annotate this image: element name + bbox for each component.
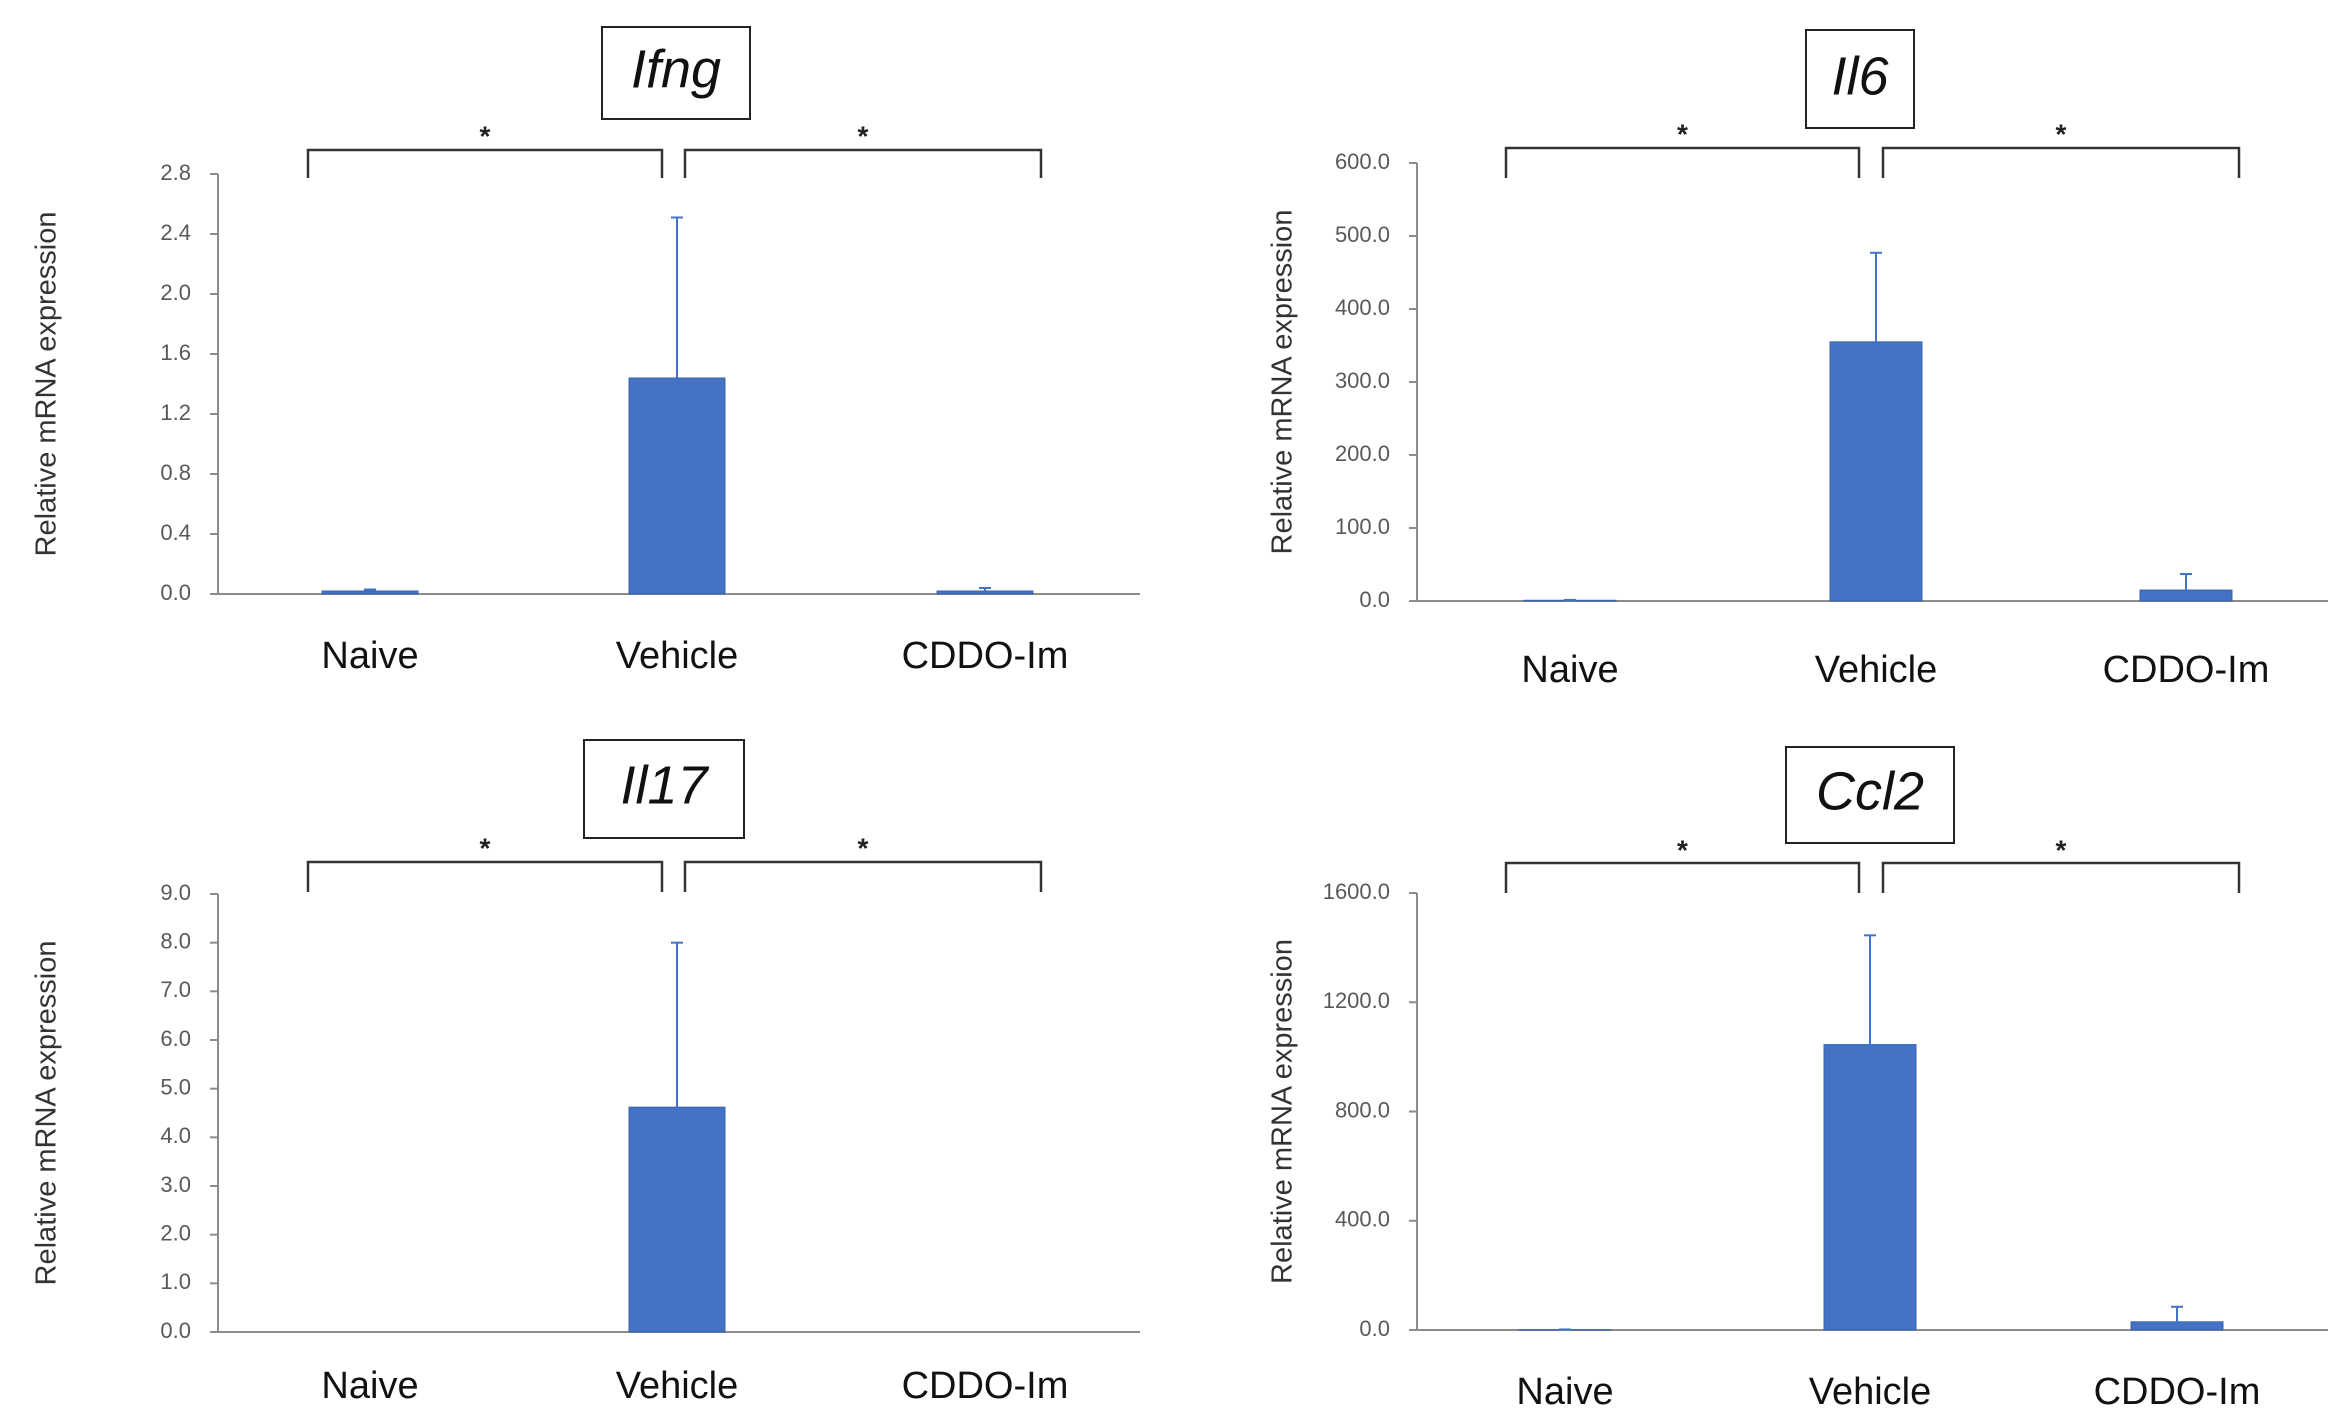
y-tick-label: 4.0 — [160, 1123, 191, 1148]
significance-bracket — [1504, 146, 1861, 178]
y-axis-title: Relative mRNA expression — [31, 212, 63, 557]
y-axis-title: Relative mRNA expression — [1267, 210, 1299, 555]
title-box — [1785, 746, 1955, 844]
chart-panel-ifng: Ifng 0.0 0.4 0.8 1.2 1.6 2.0 2.4 2.8 Relative mRN… — [31, 26, 1140, 677]
y-tick-label: 300.0 — [1335, 368, 1390, 393]
y-tick-label: 7.0 — [160, 977, 191, 1002]
y-axis-title: Relative mRNA expression — [31, 941, 63, 1286]
y-tick-label: 100.0 — [1335, 514, 1390, 539]
significance-asterisk: * — [1677, 834, 1688, 865]
y-tick-label: 800.0 — [1335, 1097, 1390, 1122]
y-tick-label: 600.0 — [1335, 149, 1390, 174]
category-label-naive: Naive — [1521, 649, 1618, 691]
y-tick-label: 8.0 — [160, 928, 191, 953]
y-tick-label: 0.8 — [160, 460, 191, 485]
y-tick-label: 0.4 — [160, 520, 191, 545]
significance-asterisk: * — [480, 120, 491, 151]
chart-title: Ifng — [631, 39, 721, 99]
category-label-vehicle: Vehicle — [1815, 649, 1938, 691]
category-label-vehicle: Vehicle — [616, 1365, 739, 1407]
y-tick-label: 400.0 — [1335, 1207, 1390, 1232]
y-tick-label: 9.0 — [160, 880, 191, 905]
chart-panel-il17: Il17 0.0 1.0 2.0 3.0 4.0 5.0 6.0 7.0 8.0 9.0 Relati… — [31, 739, 1140, 1407]
y-tick-label: 1200.0 — [1323, 988, 1390, 1013]
y-tick-label: 1600.0 — [1323, 879, 1390, 904]
significance-bracket — [306, 148, 664, 178]
bar-naive — [321, 590, 419, 595]
bar-cddo-im — [2130, 1321, 2224, 1331]
significance-bracket — [683, 148, 1043, 178]
significance-asterisk: * — [2056, 118, 2067, 149]
chart-title: Ccl2 — [1816, 761, 1924, 821]
category-label-naive: Naive — [1516, 1371, 1613, 1413]
bar-vehicle — [628, 377, 726, 595]
bar-vehicle — [1823, 1044, 1917, 1331]
category-label-vehicle: Vehicle — [616, 635, 739, 677]
significance-bracket — [1881, 146, 2241, 178]
bar-cddo-im — [2139, 589, 2233, 602]
y-tick-label: 2.8 — [160, 160, 191, 185]
bar-vehicle — [628, 1106, 726, 1333]
chart-panel-ccl2: Ccl2 0.0 400.0 800.0 1200.0 1600.0 Relative mR… — [1267, 746, 2328, 1413]
y-tick-label: 1.6 — [160, 340, 191, 365]
y-tick-label: 1.2 — [160, 400, 191, 425]
bar-vehicle — [1829, 341, 1923, 602]
significance-asterisk: * — [2056, 834, 2067, 865]
y-tick-label: 2.0 — [160, 1220, 191, 1245]
category-label-cddo-im: CDDO-Im — [902, 635, 1069, 677]
y-tick-label: 0.0 — [1359, 587, 1390, 612]
chart-title: Il6 — [1831, 46, 1889, 106]
significance-bracket — [1504, 861, 1861, 893]
title-box — [601, 26, 751, 120]
title-box — [1805, 29, 1915, 129]
title-box — [583, 739, 745, 839]
category-label-cddo-im: CDDO-Im — [902, 1365, 1069, 1407]
y-tick-label: 2.0 — [160, 280, 191, 305]
y-tick-label: 5.0 — [160, 1074, 191, 1099]
significance-asterisk: * — [858, 120, 869, 151]
significance-bracket — [1881, 861, 2241, 893]
y-tick-label: 1.0 — [160, 1269, 191, 1294]
y-tick-label: 0.0 — [160, 1318, 191, 1343]
chart-panel-il6: Il6 0.0 100.0 200.0 300.0 400.0 500.0 600.0 Rela… — [1267, 29, 2328, 691]
significance-asterisk: * — [1677, 118, 1688, 149]
category-label-cddo-im: CDDO-Im — [2094, 1371, 2261, 1413]
y-tick-label: 500.0 — [1335, 222, 1390, 247]
y-axis-title: Relative mRNA expression — [1267, 939, 1299, 1284]
bar-cddo-im — [936, 590, 1034, 595]
y-tick-label: 0.0 — [160, 580, 191, 605]
y-tick-label: 2.4 — [160, 220, 191, 245]
y-tick-label: 400.0 — [1335, 295, 1390, 320]
significance-asterisk: * — [480, 832, 491, 863]
significance-asterisk: * — [858, 832, 869, 863]
significance-bracket — [306, 860, 664, 892]
category-label-cddo-im: CDDO-Im — [2103, 649, 2270, 691]
chart-title: Il17 — [620, 755, 709, 815]
y-tick-label: 0.0 — [1359, 1316, 1390, 1341]
significance-bracket — [683, 860, 1043, 892]
y-tick-label: 6.0 — [160, 1026, 191, 1051]
y-tick-label: 200.0 — [1335, 441, 1390, 466]
category-label-naive: Naive — [321, 635, 418, 677]
category-label-naive: Naive — [321, 1365, 418, 1407]
y-tick-label: 3.0 — [160, 1172, 191, 1197]
category-label-vehicle: Vehicle — [1809, 1371, 1932, 1413]
